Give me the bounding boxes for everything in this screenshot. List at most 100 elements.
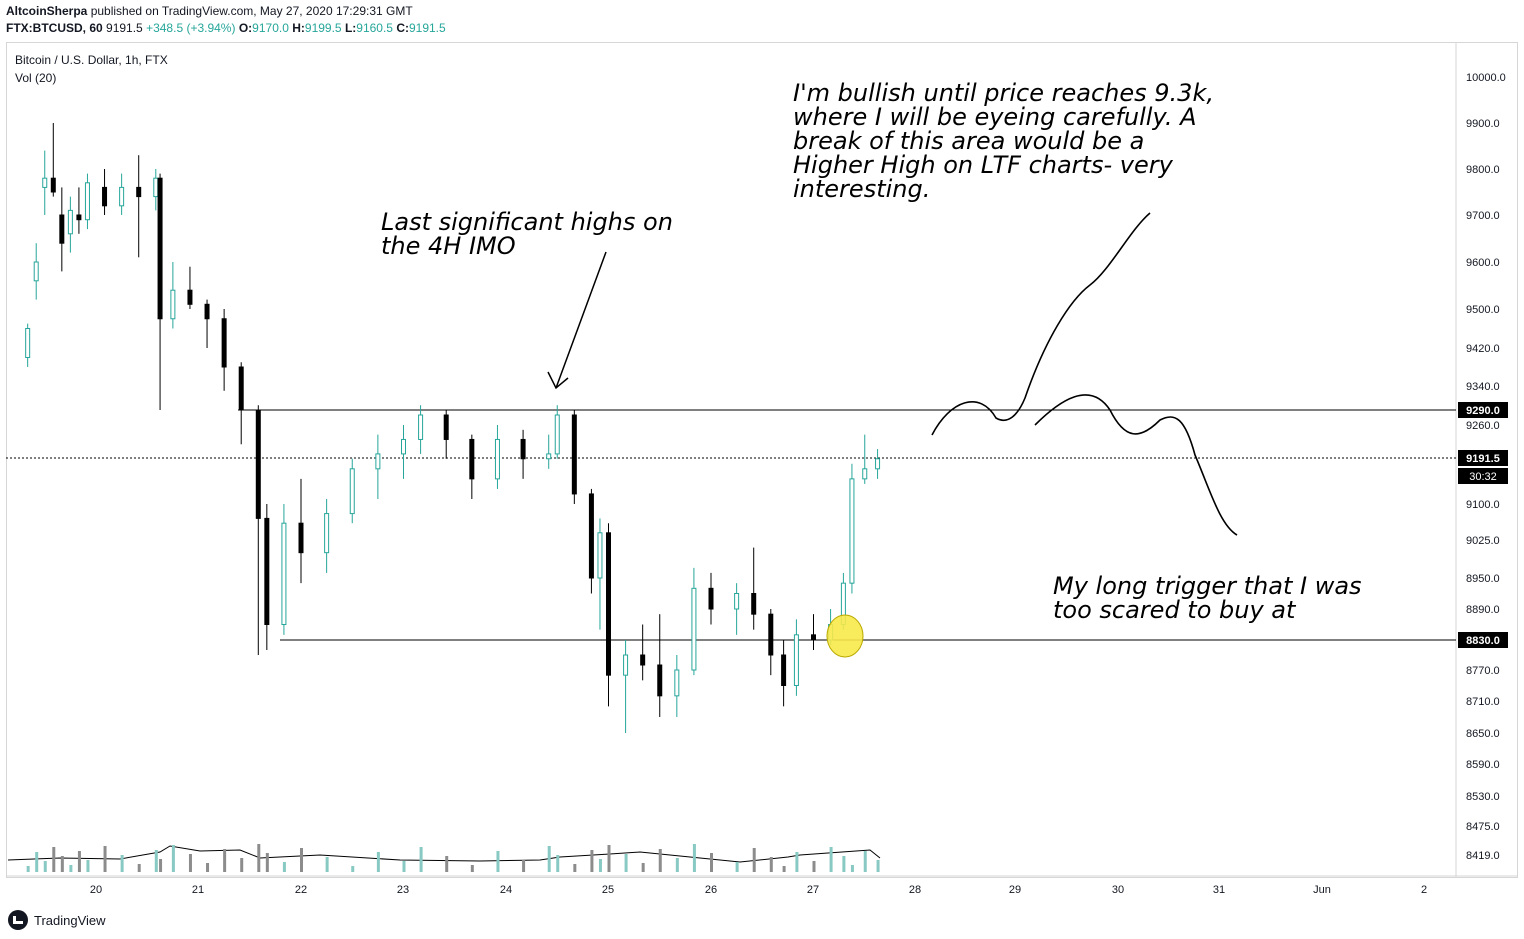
candle[interactable]	[298, 522, 304, 554]
symbol-legend[interactable]: Bitcoin / U.S. Dollar, 1h, FTX	[15, 53, 168, 67]
candle[interactable]	[691, 587, 697, 671]
candle[interactable]	[102, 186, 108, 207]
candle[interactable]	[640, 654, 646, 666]
volume-legend[interactable]: Vol (20)	[15, 71, 57, 85]
candle[interactable]	[264, 517, 270, 626]
volume-bar	[641, 863, 645, 872]
level-price-tag	[1458, 632, 1508, 648]
volume-bar	[265, 853, 269, 872]
candle[interactable]	[324, 513, 330, 554]
tradingview-logo[interactable]: TradingView	[8, 910, 106, 930]
candle[interactable]	[59, 214, 65, 244]
candle[interactable]	[597, 532, 603, 579]
volume-bar	[402, 861, 406, 872]
candle[interactable]	[375, 453, 381, 470]
candle[interactable]	[136, 186, 142, 198]
x-tick-label: 26	[705, 884, 717, 896]
volume-bar	[35, 852, 39, 872]
candle[interactable]	[204, 303, 210, 320]
x-tick-label: 24	[500, 884, 512, 896]
last-price-label: 9191.5	[1466, 453, 1500, 465]
y-tick-label: 8475.0	[1466, 821, 1500, 833]
volume-bar	[556, 855, 560, 872]
x-tick-label: 28	[909, 884, 921, 896]
candle[interactable]	[157, 177, 163, 320]
candle[interactable]	[238, 366, 244, 411]
trigger-annotation: My long trigger that I was too scared to…	[1053, 572, 1362, 624]
candle[interactable]	[221, 318, 227, 368]
candle[interactable]	[571, 414, 577, 495]
candle[interactable]	[76, 214, 82, 221]
candle[interactable]	[443, 414, 449, 440]
candle[interactable]	[84, 182, 90, 221]
candle[interactable]	[875, 458, 881, 470]
candle[interactable]	[751, 593, 757, 615]
volume-bar	[675, 858, 679, 872]
candle[interactable]	[418, 414, 424, 440]
volume-bar	[120, 855, 124, 872]
high-value: 9199.5	[304, 21, 342, 35]
volume-bar	[522, 860, 526, 872]
candle[interactable]	[401, 438, 406, 455]
candle[interactable]	[606, 532, 611, 676]
candle[interactable]	[588, 493, 594, 579]
volume-bar	[325, 857, 329, 872]
countdown-label: 30:32	[1469, 471, 1497, 483]
candle[interactable]	[153, 177, 159, 198]
volume-bar	[419, 847, 423, 872]
candle[interactable]	[67, 209, 73, 235]
volume-bar	[171, 845, 175, 872]
open-label: O:	[238, 21, 253, 35]
author-name[interactable]: AltcoinSherpa	[6, 4, 88, 18]
candle[interactable]	[657, 664, 663, 697]
candle[interactable]	[793, 634, 799, 686]
candle[interactable]	[520, 438, 526, 460]
candle[interactable]	[281, 522, 287, 626]
candle[interactable]	[187, 289, 193, 305]
candle[interactable]	[494, 438, 500, 480]
candle[interactable]	[623, 654, 629, 676]
candle[interactable]	[50, 177, 56, 193]
candle[interactable]	[811, 634, 816, 641]
candle[interactable]	[674, 669, 680, 697]
volume-bar	[60, 856, 64, 872]
volume-bar	[496, 851, 500, 872]
candle[interactable]	[255, 409, 261, 519]
x-tick-label: 25	[602, 884, 614, 896]
chart-frame[interactable]	[6, 42, 1518, 878]
candle[interactable]	[33, 261, 39, 282]
x-tick-label: 30	[1112, 884, 1124, 896]
volume-bar	[445, 856, 449, 872]
volume-bar	[598, 859, 602, 872]
volume-bar	[590, 850, 594, 872]
candle[interactable]	[349, 468, 355, 515]
candle[interactable]	[768, 613, 774, 656]
arrow-shaft	[555, 251, 607, 389]
candle[interactable]	[708, 587, 714, 610]
candle[interactable]	[781, 654, 787, 686]
candle[interactable]	[849, 478, 855, 584]
x-tick-label: Jun	[1313, 884, 1331, 896]
tradingview-brand: TradingView	[34, 912, 106, 928]
volume-bar	[137, 864, 141, 872]
y-tick-label: 8530.0	[1466, 791, 1500, 803]
volume-bar	[863, 851, 867, 872]
y-tick-label: 9900.0	[1466, 118, 1500, 130]
candle[interactable]	[554, 414, 560, 455]
candle[interactable]	[862, 468, 868, 480]
x-tick-label: 20	[90, 884, 102, 896]
candle[interactable]	[42, 177, 48, 188]
volume-bar	[159, 859, 163, 872]
last-price: 9191.5	[106, 21, 143, 35]
candle[interactable]	[25, 328, 31, 358]
volume-bar	[206, 863, 210, 872]
candle[interactable]	[469, 438, 475, 480]
candle[interactable]	[734, 593, 740, 610]
y-tick-label: 8950.0	[1466, 573, 1500, 585]
tradingview-logo-icon	[8, 910, 28, 930]
candle[interactable]	[119, 186, 125, 207]
volume-ma-line	[7, 845, 881, 863]
candle[interactable]	[170, 289, 176, 320]
candle[interactable]	[546, 453, 552, 460]
